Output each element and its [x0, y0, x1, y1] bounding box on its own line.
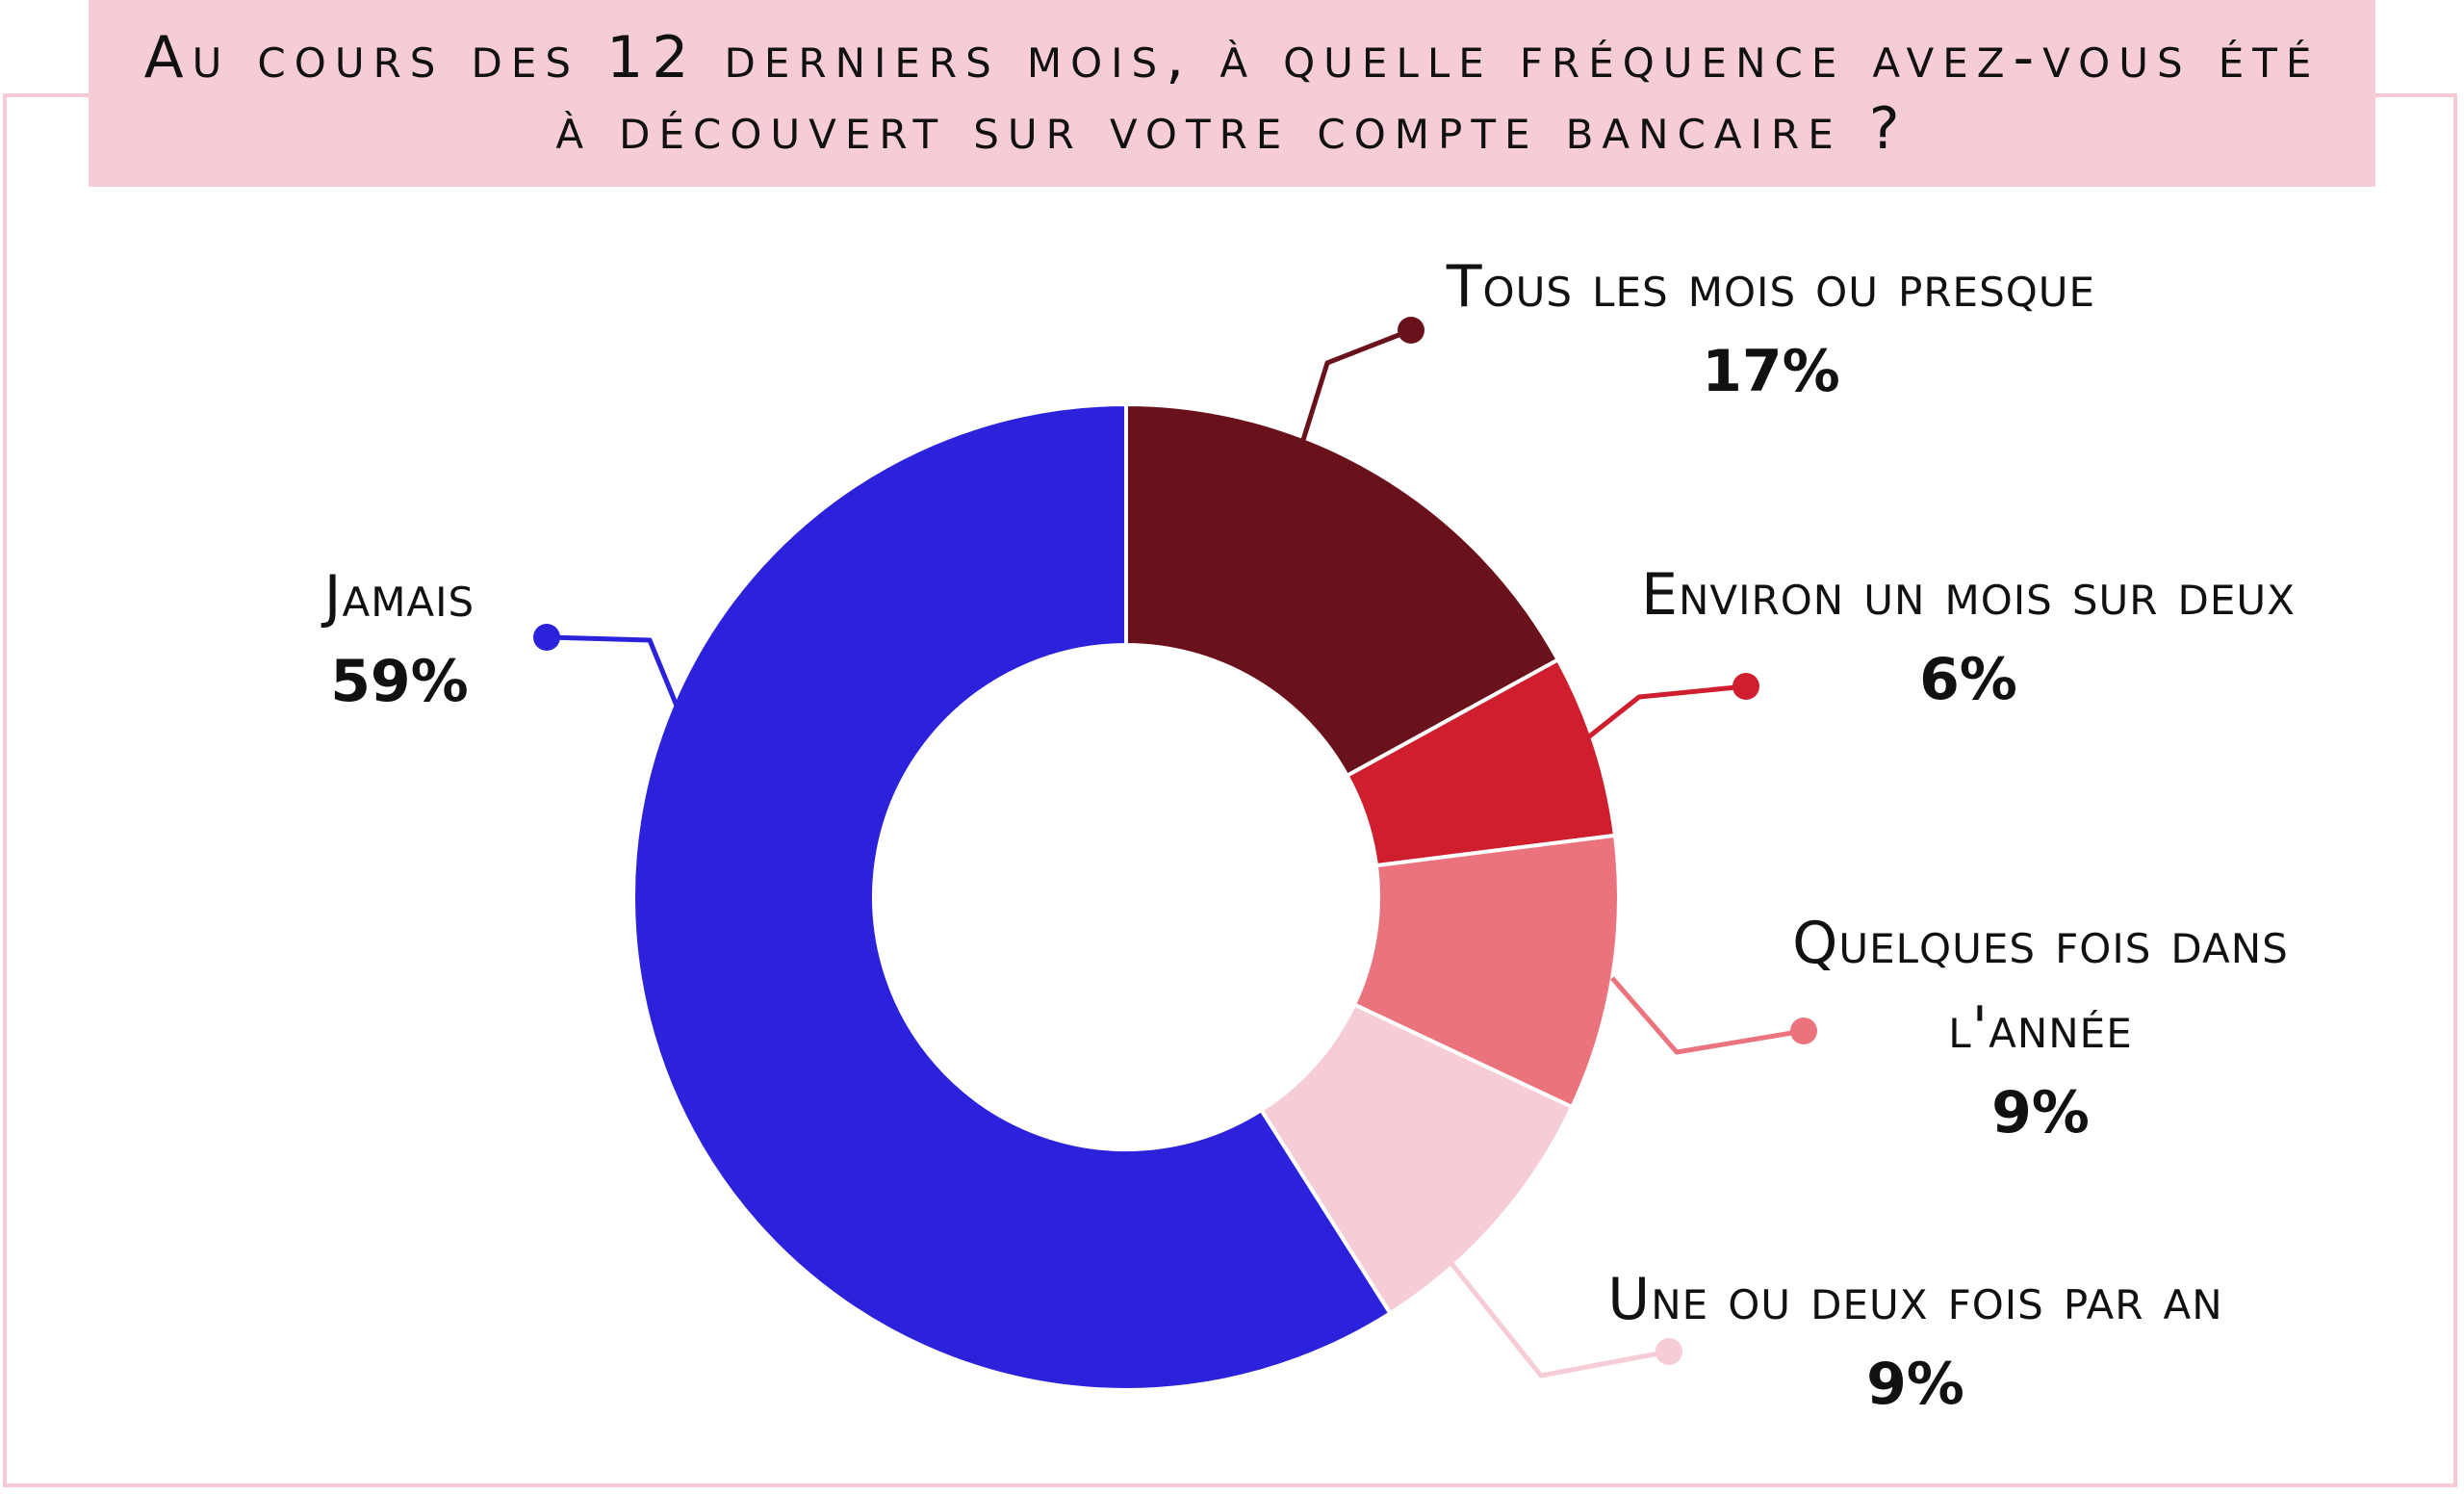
leader-line-3 — [1610, 976, 1805, 1055]
title-banner: Au cours des 12 derniers mois, à quelle … — [89, 0, 2375, 187]
donut-slice-3 — [1351, 833, 1621, 1110]
slice-label-3: Quelques fois dans l'année — [1792, 910, 2289, 1062]
leader-line-1 — [1300, 327, 1412, 441]
chart-title: Au cours des 12 derniers mois, à quelle … — [143, 24, 2321, 163]
slice-label-1: Tous les mois ou presque — [1446, 253, 2095, 321]
leader-dot-1 — [1398, 317, 1424, 344]
leader-line-4 — [1448, 1259, 1670, 1378]
slice-value-4: 9% — [1866, 1351, 1964, 1418]
leader-dot-3 — [1790, 1017, 1817, 1044]
slice-value-2: 6% — [1919, 646, 2017, 713]
leader-line-5 — [546, 634, 681, 711]
slice-value-1: 17% — [1702, 338, 1840, 405]
donut-slice-5 — [631, 401, 1394, 1392]
donut-slice-4 — [1258, 1001, 1575, 1317]
slice-label-4: Une ou deux fois par an — [1607, 1266, 2222, 1333]
leader-dot-5 — [533, 624, 560, 651]
leader-dot-2 — [1732, 673, 1759, 700]
leader-dot-4 — [1656, 1338, 1682, 1365]
slice-value-5: 59% — [330, 648, 469, 715]
donut-slice-1 — [1124, 401, 1561, 779]
slice-label-2: Environ un mois sur deux — [1641, 561, 2296, 629]
leader-line-2 — [1586, 683, 1747, 739]
slice-label-5: Jamais — [321, 563, 475, 631]
slice-value-3: 9% — [1991, 1079, 2090, 1146]
